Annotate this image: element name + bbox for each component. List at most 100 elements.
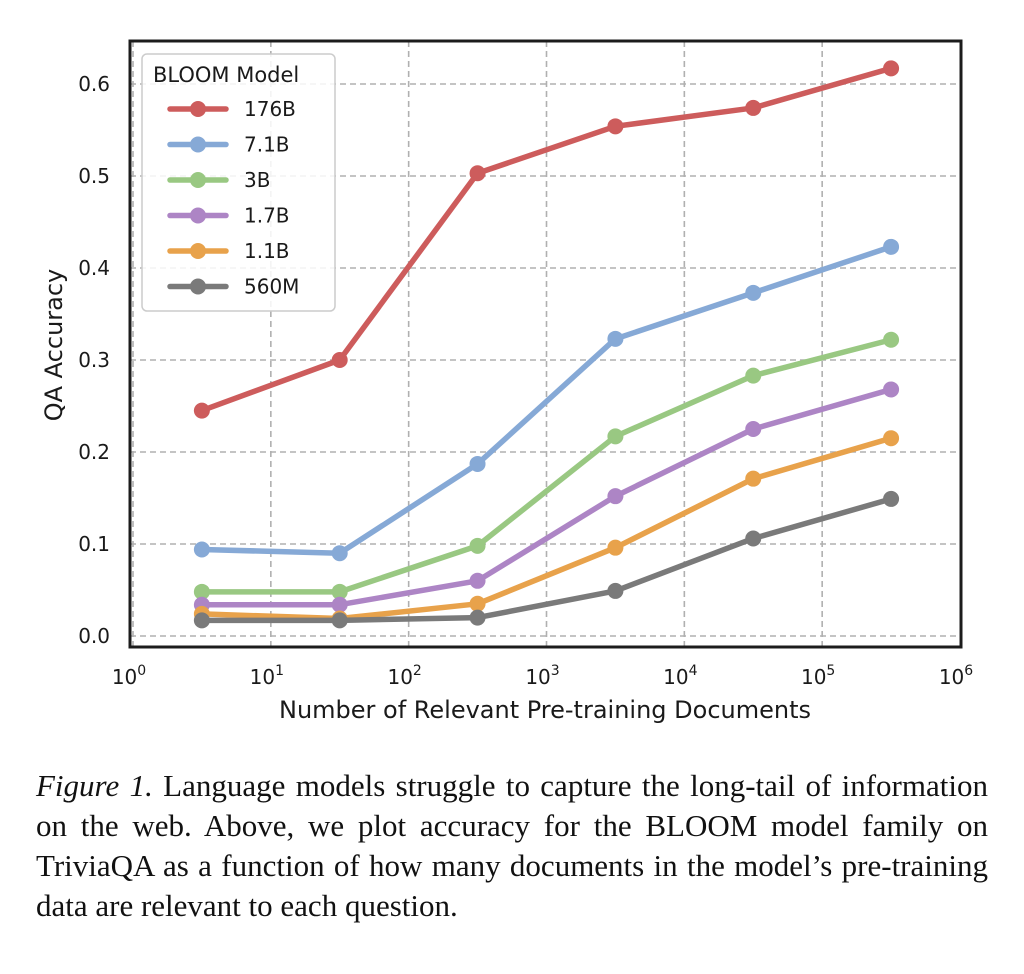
series-line (199, 65, 894, 414)
y-axis-label: QA Accuracy (40, 269, 68, 422)
series-layer (193, 60, 900, 629)
y-tick-label: 0.0 (78, 624, 110, 648)
x-tick-exponent: 4 (689, 663, 698, 679)
x-tick-base: 10 (250, 665, 275, 689)
legend-items: 176B 7.1B 3B 1.7B 1.1B 560M (167, 97, 299, 299)
x-tick-label: 102 (387, 663, 421, 689)
data-point (607, 582, 624, 599)
figure-label: Figure 1. (36, 768, 153, 803)
legend-swatch-marker (190, 243, 206, 259)
legend-box (141, 53, 336, 312)
x-tick-base: 10 (801, 665, 826, 689)
x-tick-label: 106 (939, 663, 973, 689)
x-tick-exponent: 3 (551, 663, 560, 679)
data-point (469, 595, 486, 612)
x-tick-base: 10 (112, 665, 137, 689)
data-point (331, 596, 348, 613)
x-tick-exponent: 2 (413, 663, 422, 679)
legend-swatch-marker (190, 172, 206, 188)
data-point (607, 488, 624, 505)
legend-item: 3B (167, 168, 270, 192)
y-axis-ticks: 0.0 0.1 0.2 0.3 0.4 0.5 0.6 (78, 72, 110, 648)
x-tick-base: 10 (525, 665, 550, 689)
legend-label: 3B (244, 168, 270, 192)
data-point (883, 381, 900, 398)
legend-label: 1.7B (244, 204, 290, 228)
x-tick-label: 103 (525, 663, 559, 689)
legend-item: 1.7B (167, 204, 290, 228)
x-tick-exponent: 6 (964, 663, 973, 679)
x-axis-ticks: 100 101 102 103 104 105 106 (112, 663, 973, 689)
data-point (331, 612, 348, 629)
data-point (883, 238, 900, 255)
series-176B (193, 60, 900, 419)
data-point (469, 455, 486, 472)
data-point (745, 470, 762, 487)
legend-item: 7.1B (167, 133, 290, 157)
x-tick-label: 105 (801, 663, 835, 689)
y-tick-label: 0.3 (78, 348, 110, 372)
legend-swatch-marker (190, 136, 206, 153)
y-tick-label: 0.4 (78, 256, 110, 280)
data-point (331, 352, 348, 368)
x-tick-label: 100 (112, 663, 146, 689)
legend-label: 7.1B (244, 133, 290, 157)
series-line (199, 496, 894, 624)
data-point (193, 612, 210, 629)
data-point (607, 428, 624, 445)
y-tick-label: 0.1 (78, 532, 110, 556)
x-tick-exponent: 0 (137, 663, 146, 679)
legend-swatch-marker (190, 278, 206, 295)
legend-title: BLOOM Model (153, 63, 299, 87)
data-point (331, 545, 348, 562)
series-line (199, 386, 894, 608)
y-tick-label: 0.5 (78, 164, 110, 188)
data-point (331, 583, 348, 600)
y-tick-label: 0.6 (78, 72, 110, 96)
series-3B (193, 331, 900, 600)
data-point (607, 330, 624, 347)
series-line (199, 244, 894, 556)
data-point (607, 539, 624, 556)
data-point (745, 284, 762, 301)
x-tick-label: 104 (663, 663, 697, 689)
data-point (745, 421, 762, 437)
caption-text: Language models struggle to capture the … (36, 768, 988, 923)
x-tick-base: 10 (939, 665, 964, 689)
data-point (883, 331, 900, 348)
data-point (745, 367, 762, 384)
legend-label: 560M (244, 275, 299, 299)
data-point (469, 165, 486, 182)
data-point (193, 402, 210, 419)
data-point (469, 572, 486, 589)
series-7.1B (193, 238, 900, 562)
series-line (199, 337, 894, 595)
data-point (193, 541, 210, 558)
legend-item: 1.1B (167, 239, 290, 263)
x-tick-base: 10 (663, 665, 688, 689)
data-point (607, 118, 624, 135)
data-point (883, 490, 900, 507)
x-tick-exponent: 1 (275, 663, 284, 679)
x-tick-exponent: 5 (826, 663, 835, 679)
data-point (883, 430, 900, 447)
legend-label: 1.1B (244, 239, 290, 263)
legend-swatch-marker (190, 207, 206, 224)
legend: BLOOM Model 176B 7.1B 3B 1.7B 1.1B 560M (141, 53, 336, 312)
data-point (883, 60, 900, 77)
x-axis-label: Number of Relevant Pre-training Document… (279, 696, 811, 724)
legend-item: 560M (167, 275, 299, 299)
legend-item: 176B (167, 97, 296, 121)
series-560M (193, 490, 900, 629)
data-point (469, 609, 486, 626)
y-tick-label: 0.2 (78, 440, 110, 464)
data-point (745, 99, 762, 116)
x-tick-base: 10 (387, 665, 412, 689)
legend-swatch-marker (190, 101, 206, 117)
legend-label: 176B (244, 97, 296, 121)
x-tick-label: 101 (250, 663, 284, 689)
data-point (469, 537, 486, 554)
accuracy-line-chart: 0.00.10.20.30.40.50.6 100 101 102 103 104 105… (40, 39, 973, 724)
data-point (193, 583, 210, 600)
data-point (745, 530, 762, 547)
